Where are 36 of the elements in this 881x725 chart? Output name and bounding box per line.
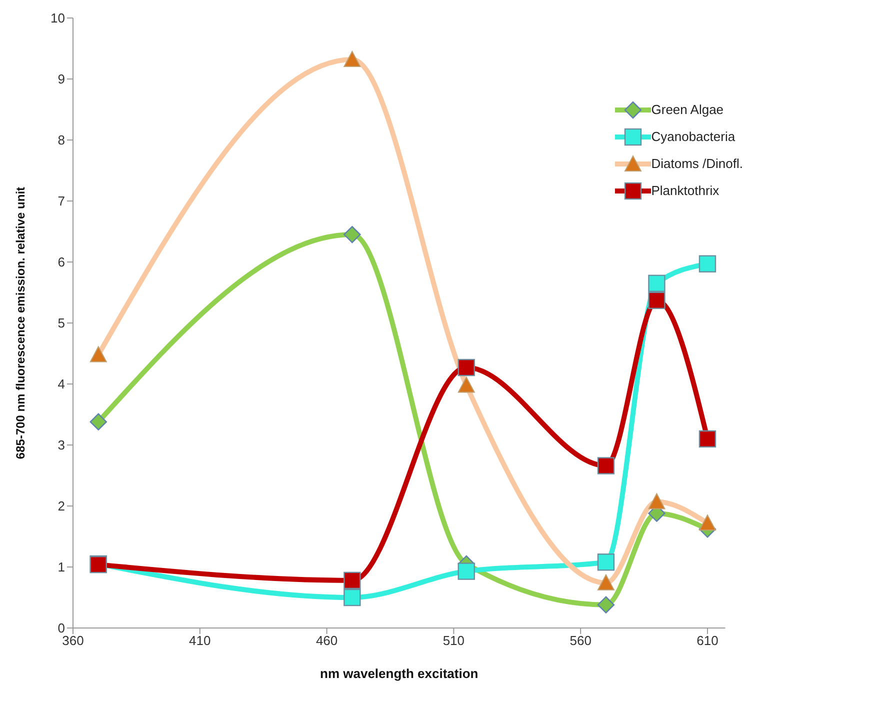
point (458, 562, 475, 580)
y-tick-label: 1 (58, 560, 65, 575)
legend-label: Cyanobacteria (651, 129, 736, 144)
point (698, 430, 716, 448)
point (648, 292, 666, 310)
legend-label: Diatoms /Dinofl. (651, 156, 743, 171)
y-tick-label: 6 (58, 254, 65, 270)
point (698, 255, 716, 272)
y-tick-label: 3 (58, 438, 65, 453)
point (648, 274, 666, 292)
y-tick-label: 5 (58, 316, 65, 331)
point (90, 413, 107, 430)
point (597, 457, 615, 474)
x-axis-title: nm wavelength excitation (320, 666, 478, 681)
y-tick-label: 10 (50, 10, 65, 26)
x-tick-label: 610 (696, 633, 718, 648)
point (458, 358, 475, 376)
x-tick-label: 360 (62, 633, 84, 648)
y-tick-label: 2 (58, 498, 65, 514)
x-tick-label: 510 (442, 633, 465, 648)
y-tick-label: 7 (58, 194, 65, 209)
point (597, 596, 615, 614)
point (597, 554, 615, 571)
y-tick-label: 4 (58, 376, 65, 392)
y-tick-label: 0 (58, 620, 65, 636)
x-tick-label: 410 (189, 633, 211, 648)
x-tick-label: 560 (570, 633, 592, 648)
y-tick-label: 9 (58, 72, 65, 87)
point (344, 572, 361, 590)
point (344, 588, 361, 606)
y-tick-label: 8 (58, 132, 65, 148)
point (344, 226, 361, 244)
x-tick-label: 460 (316, 633, 338, 648)
legend-label: Green Algae (651, 102, 724, 117)
y-axis-title: 685-700 nm fluorescence emission. relative unit (13, 186, 28, 460)
legend-label: Planktothrix (651, 183, 720, 198)
